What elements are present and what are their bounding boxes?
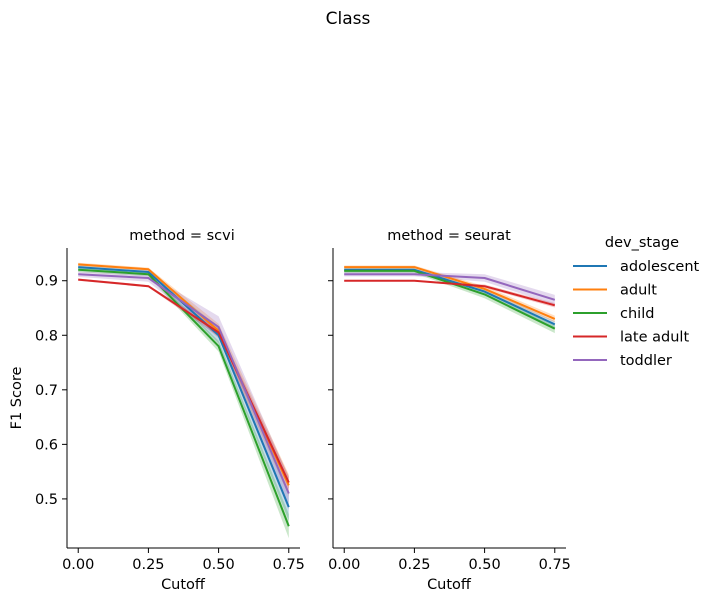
legend-title: dev_stage	[605, 235, 679, 251]
series-lines-scvi	[78, 263, 290, 527]
y-tick-label: 0.6	[35, 437, 58, 453]
x-tick-label: 0.25	[132, 557, 164, 573]
y-tick-label: 0.9	[35, 274, 58, 290]
ci-band-toddler-scvi	[78, 271, 289, 510]
x-tick-label: 0.75	[273, 557, 305, 573]
series-line-adult-seurat	[344, 266, 556, 320]
series-line-late-adult-seurat	[344, 279, 556, 307]
y-tick-label: 0.7	[35, 383, 58, 399]
x-ticks-seurat: 0.00 0.25 0.50 0.75	[328, 548, 571, 573]
legend-label-adult: adult	[620, 283, 657, 299]
legend-label-late-adult: late adult	[620, 330, 689, 346]
y-ticks-seurat	[328, 280, 333, 500]
panel-scvi: method = scvi 0.50.60.70.80.9 0.00 0.25 0.…	[35, 228, 305, 593]
legend-label-adolescent: adolescent	[620, 259, 700, 275]
series-lines-seurat	[344, 266, 556, 330]
x-tick-label: 0.25	[398, 557, 430, 573]
y-tick-label: 0.5	[35, 492, 58, 508]
x-axis-label-seurat: Cutoff	[427, 577, 472, 593]
x-tick-label: 0.00	[62, 557, 94, 573]
panel-title-scvi: method = scvi	[129, 228, 235, 244]
legend: dev_stage adolescent adult child late adult…	[573, 235, 700, 369]
x-tick-label: 0.75	[539, 557, 571, 573]
series-line-toddler-seurat	[344, 273, 556, 301]
y-axis-label: F1 Score	[9, 367, 25, 430]
legend-label-toddler: toddler	[620, 353, 672, 369]
y-ticks-scvi: 0.5 0.6 0.7 0.8 0.9	[35, 274, 67, 508]
series-line-adolescent-seurat	[344, 268, 556, 326]
panel-seurat: method = seurat 0.00 0.25 0.50 0.75 Cutoff	[328, 228, 571, 593]
x-ticks-scvi: 0.00 0.25 0.50 0.75	[62, 548, 305, 573]
y-tick-label: 0.8	[35, 328, 58, 344]
x-tick-label: 0.50	[468, 557, 500, 573]
x-tick-label: 0.50	[202, 557, 234, 573]
legend-label-child: child	[620, 306, 654, 322]
ci-band-toddler-seurat	[344, 272, 555, 305]
x-tick-label: 0.00	[328, 557, 360, 573]
series-line-late-adult-scvi	[78, 278, 290, 483]
x-axis-label-scvi: Cutoff	[161, 577, 206, 593]
panel-title-seurat: method = seurat	[387, 228, 511, 244]
series-line-toddler-scvi	[78, 273, 290, 494]
chart-title: Class	[326, 9, 371, 29]
